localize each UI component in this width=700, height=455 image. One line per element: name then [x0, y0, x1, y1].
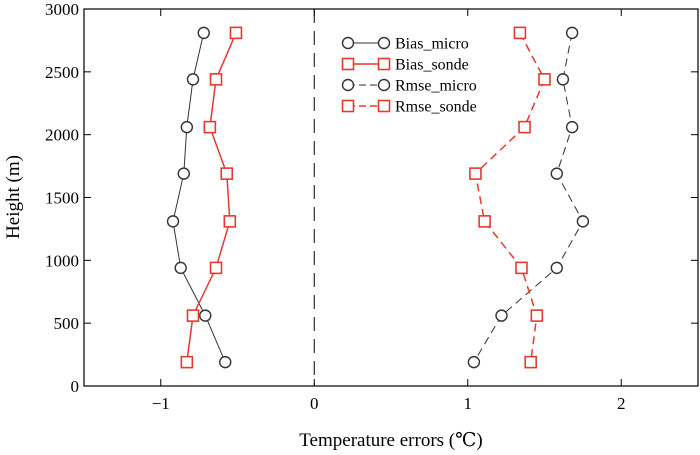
- data-point: [495, 309, 508, 322]
- data-point: [209, 261, 223, 275]
- legend: Bias_micro Bias_sonde Rmse_micro Rmse_sonde: [341, 36, 477, 116]
- data-point: [565, 120, 579, 134]
- y-tick-label: 2000: [45, 126, 79, 145]
- data-point: [166, 215, 180, 228]
- legend-marker: [341, 99, 355, 113]
- legend-marker: [341, 36, 355, 50]
- legend-label: Bias_micro: [395, 36, 469, 53]
- series-line: [473, 32, 584, 363]
- data-point: [229, 26, 243, 40]
- data-point: [203, 120, 217, 134]
- data-point: [515, 261, 528, 275]
- y-tick-label: 2500: [45, 63, 79, 82]
- y-tick-label: 1000: [45, 251, 79, 270]
- y-tick-label: 0: [71, 377, 80, 396]
- data-point: [180, 120, 194, 134]
- y-axis-title: Height (m): [3, 155, 24, 239]
- data-point: [530, 309, 544, 322]
- legend-marker: [377, 36, 391, 50]
- data-point: [467, 355, 481, 369]
- data-point: [550, 167, 563, 180]
- legend-item: Rmse_sonde: [341, 99, 477, 116]
- data-point: [556, 73, 570, 86]
- series-layer: [166, 26, 590, 369]
- legend-marker: [377, 99, 391, 113]
- legend-item: Bias_micro: [341, 36, 469, 53]
- data-point: [524, 355, 537, 369]
- x-axis-title: Temperature errors (℃): [299, 430, 482, 451]
- series-line: [474, 32, 546, 363]
- data-point: [478, 215, 491, 228]
- data-point: [223, 215, 237, 228]
- data-point: [199, 309, 212, 322]
- series-bias-sonde: [180, 26, 243, 369]
- legend-label: Rmse_micro: [395, 78, 477, 95]
- data-point: [513, 26, 527, 40]
- legend-item: Rmse_micro: [341, 78, 477, 95]
- data-point: [565, 26, 579, 40]
- data-point: [518, 120, 531, 134]
- legend-label: Rmse_sonde: [395, 99, 477, 116]
- data-point: [197, 26, 210, 40]
- y-tick-label: 1500: [45, 189, 79, 208]
- legend-label: Bias_sonde: [395, 57, 469, 74]
- series-rmse-sonde: [469, 26, 551, 369]
- y-tick-label: 3000: [45, 0, 79, 19]
- series-line: [172, 32, 226, 363]
- series-line: [186, 32, 237, 363]
- data-point: [469, 167, 482, 180]
- axis-ticks: −1 0 1 2 0 500 1000 1500 2000 2500 3000: [45, 0, 698, 413]
- legend-marker: [341, 57, 355, 71]
- legend-marker: [341, 78, 355, 92]
- data-point: [186, 73, 200, 86]
- data-point: [209, 73, 223, 86]
- series-rmse-micro: [467, 26, 590, 369]
- plot-frame: [83, 8, 699, 387]
- data-point: [177, 167, 190, 180]
- data-point: [180, 355, 194, 369]
- legend-marker: [377, 57, 391, 71]
- data-point: [538, 73, 551, 86]
- data-point: [219, 355, 232, 369]
- y-tick-label: 500: [54, 314, 80, 333]
- data-point: [220, 167, 234, 180]
- x-tick-label: 0: [310, 394, 319, 413]
- legend-item: Bias_sonde: [341, 57, 469, 74]
- x-tick-label: −1: [152, 394, 170, 413]
- x-tick-label: 2: [617, 394, 626, 413]
- data-point: [186, 309, 200, 322]
- data-point: [550, 261, 563, 275]
- series-bias-micro: [166, 26, 232, 369]
- data-point: [174, 261, 187, 275]
- x-tick-label: 1: [464, 394, 473, 413]
- data-point: [576, 215, 590, 228]
- legend-marker: [377, 78, 391, 92]
